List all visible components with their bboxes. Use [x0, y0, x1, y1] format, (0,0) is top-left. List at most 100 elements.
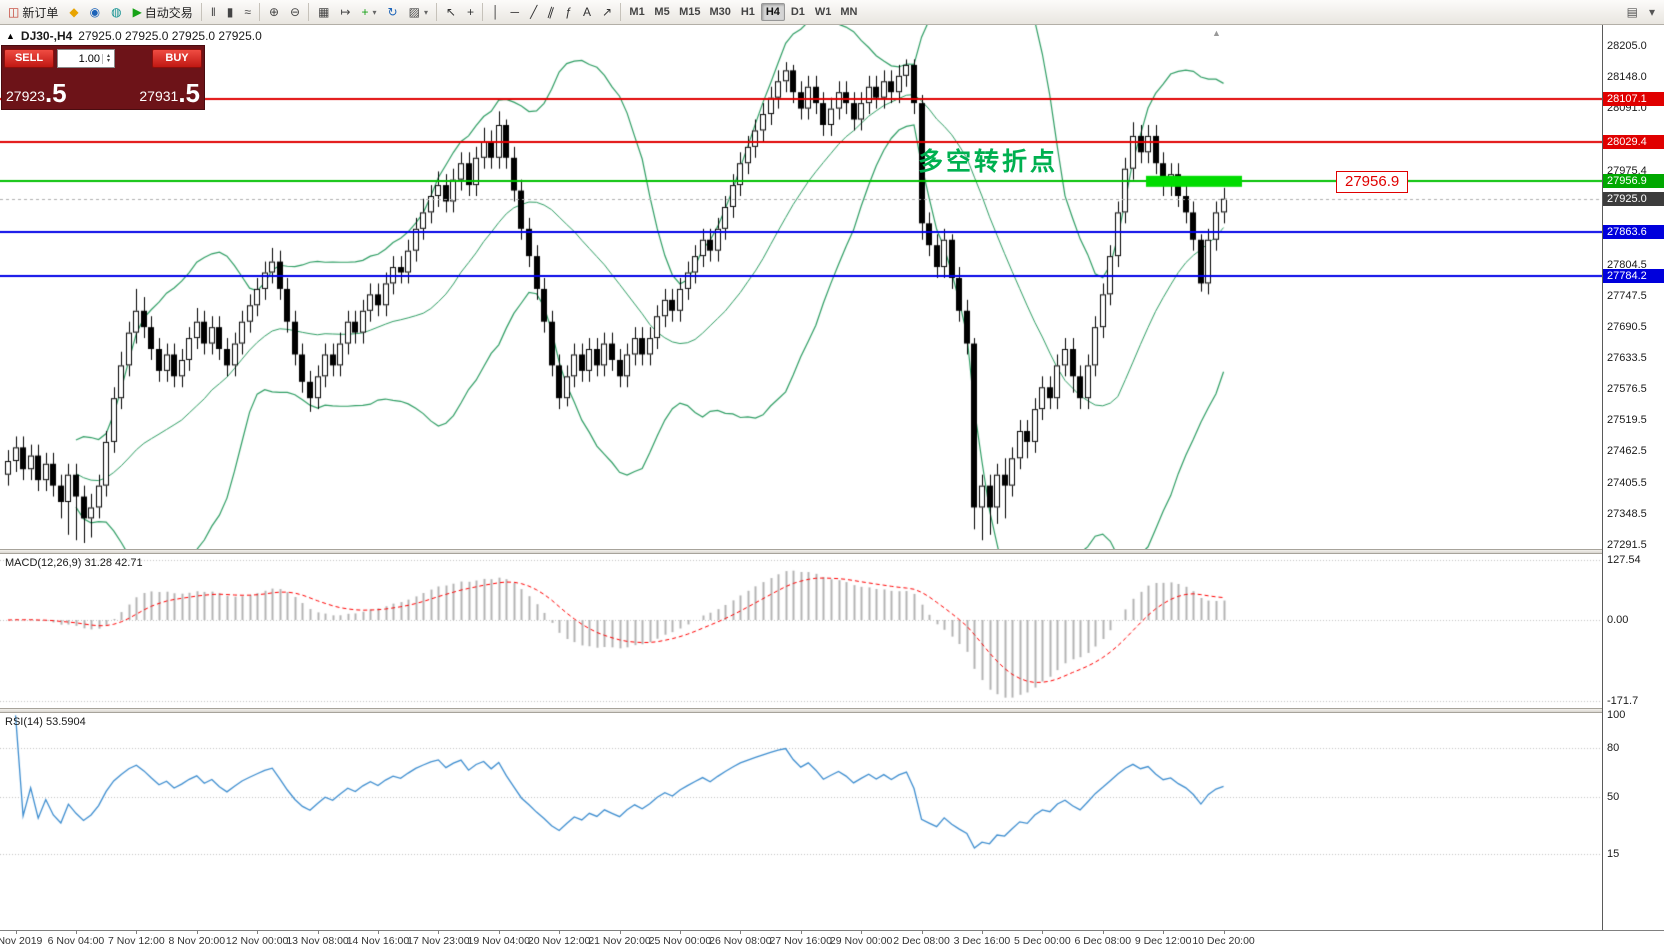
time-tick-mark [740, 931, 742, 934]
main-toolbar: ◫ 新订单 ◆ ◉ ◍ ▶ 自动交易 ‖ ▮ ≈ ⊕ ⊖ ▦ ↦ + ▾ ↻ ▨ ▾ ↖ + │ ─ ╱ ∥ ƒ A ↗ M1 M5 M15… [0, 0, 1664, 25]
volume-input[interactable]: 1.00 ▴ ▾ [57, 49, 115, 68]
timeframe-toolbar: M1 M5 M15 M30 H1 H4 D1 W1 MN [624, 3, 861, 21]
volume-value: 1.00 [78, 52, 100, 65]
timeframe-m1[interactable]: M1 [629, 6, 645, 18]
time-label: 12 Nov 00:00 [225, 935, 289, 947]
candlestick-chart-icon: ▮ [226, 5, 234, 19]
time-label: 19 Nov 04:00 [467, 935, 530, 947]
toolbar-separator [308, 3, 310, 21]
zoom-out-button[interactable]: ⊖ [285, 2, 305, 22]
sell-price-frac: .5 [44, 78, 67, 108]
time-label: 20 Nov 12:00 [527, 935, 591, 947]
new-order-button[interactable]: ◫ 新订单 [3, 2, 63, 22]
refresh-button[interactable]: ↻ [383, 2, 403, 22]
timeframe-m15[interactable]: M15 [679, 6, 701, 18]
price-tick-label: 27804.5 [1607, 258, 1647, 271]
arrows-icon: ↗ [602, 5, 613, 19]
main-chart-canvas[interactable] [0, 25, 1602, 549]
time-label: 13 Nov 08:00 [286, 935, 349, 947]
macd-axis-label: -171.7 [1607, 694, 1639, 707]
time-tick-mark [438, 931, 440, 934]
market-icon: ◍ [111, 5, 122, 19]
crosshair-button[interactable]: + [462, 2, 479, 22]
spinner-up-icon[interactable]: ▴ [106, 52, 110, 59]
cursor-button[interactable]: ↖ [441, 2, 461, 22]
chart-shift-button[interactable]: ↦ [335, 2, 355, 22]
vertical-line-icon: │ [492, 5, 500, 19]
price-badge-27956.9: 27956.9 [1603, 174, 1664, 189]
price-tick-label: 27348.5 [1607, 507, 1647, 520]
time-label: 8 Nov 20:00 [168, 935, 226, 947]
toolbar-separator [258, 3, 260, 21]
channel-button[interactable]: ∥ [543, 2, 559, 22]
vertical-line-button[interactable]: │ [487, 2, 505, 22]
price-badge-28107.1: 28107.1 [1603, 92, 1664, 107]
price-tick-label: 27462.5 [1607, 445, 1647, 458]
time-tick-mark [1223, 931, 1225, 934]
autotrading-button[interactable]: ▶ 自动交易 [128, 2, 198, 22]
volume-spinner[interactable]: ▴ ▾ [102, 52, 114, 64]
tile-windows-icon: ▦ [318, 5, 330, 19]
tile-windows-button[interactable]: ▦ [313, 2, 334, 22]
fibonacci-icon: ƒ [565, 5, 572, 19]
mql5-button[interactable]: ◆ [64, 2, 83, 22]
time-label: 3 Dec 16:00 [953, 935, 1011, 947]
macd-indicator-label: MACD(12,26,9) 31.28 42.71 [5, 557, 143, 569]
price-tick-label: 27633.5 [1607, 352, 1647, 365]
templates-button[interactable]: ▨ ▾ [404, 2, 433, 22]
buy-price[interactable]: 27931 .5 [139, 80, 200, 106]
timeframe-w1[interactable]: W1 [814, 6, 832, 18]
trendline-button[interactable]: ╱ [525, 2, 542, 22]
horizontal-line-button[interactable]: ─ [506, 2, 525, 22]
channel-icon: ∥ [546, 4, 557, 20]
text-button[interactable]: A [578, 2, 596, 22]
timeframe-h1[interactable]: H1 [740, 6, 755, 18]
fibonacci-button[interactable]: ƒ [560, 2, 577, 22]
spinner-down-icon[interactable]: ▾ [106, 57, 110, 64]
timeframe-h4[interactable]: H4 [760, 3, 785, 21]
window-list-button[interactable]: ▤ [1622, 2, 1643, 22]
price-callout-box: 27956.9 [1336, 171, 1409, 193]
toolbar-separator [482, 3, 484, 21]
arrows-button[interactable]: ↗ [597, 2, 617, 22]
sell-price[interactable]: 27923 .5 [6, 78, 67, 108]
sell-price-main: 27923 [6, 88, 45, 104]
timeframe-m30[interactable]: M30 [709, 6, 731, 18]
cursor-icon: ↖ [445, 5, 457, 19]
timeframe-d1[interactable]: D1 [790, 6, 805, 18]
line-chart-button[interactable]: ≈ [239, 2, 256, 22]
rsi-panel-canvas[interactable] [0, 713, 1602, 930]
trendline-icon: ╱ [530, 5, 538, 19]
macd-axis-label: 0.00 [1607, 614, 1629, 626]
time-label: 26 Nov 08:00 [709, 935, 772, 947]
price-tick-label: 27975.4 [1607, 165, 1647, 178]
time-label: 9 Dec 12:00 [1134, 935, 1192, 947]
rsi-axis-label: 80 [1607, 742, 1620, 754]
timeframe-m5[interactable]: M5 [654, 6, 670, 18]
time-tick-mark [498, 931, 500, 934]
market-button[interactable]: ◍ [106, 2, 126, 22]
community-button[interactable]: ◉ [85, 2, 105, 22]
time-tick-mark [377, 931, 379, 934]
price-axis[interactable]: 28205.0 28148.0 28091.0 27975.4 27804.5 27747… [1602, 25, 1664, 930]
new-chart-button[interactable]: + ▾ [357, 2, 382, 22]
macd-panel-canvas[interactable] [0, 554, 1602, 708]
panel-splitter-rsi[interactable] [0, 708, 1664, 713]
templates-icon: ▨ [408, 5, 420, 19]
price-tick-label: 27519.5 [1607, 414, 1647, 427]
time-label: 7 Nov 12:00 [108, 935, 165, 947]
price-badge-27784.2: 27784.2 [1603, 268, 1664, 283]
sell-button[interactable]: SELL [4, 49, 54, 68]
price-badge-28029.4: 28029.4 [1603, 134, 1664, 149]
time-axis[interactable]: 5 Nov 2019 6 Nov 04:007 Nov 12:008 Nov 20… [0, 930, 1664, 951]
time-label: 6 Dec 08:00 [1074, 935, 1132, 947]
timeframe-mn[interactable]: MN [840, 6, 858, 18]
candlestick-chart-button[interactable]: ▮ [222, 2, 239, 22]
buy-button[interactable]: BUY [152, 49, 202, 68]
time-tick-mark [861, 931, 863, 934]
zoom-in-button[interactable]: ⊕ [264, 2, 284, 22]
bar-chart-button[interactable]: ‖ [206, 2, 221, 22]
panel-splitter-macd[interactable] [0, 549, 1664, 554]
toolbar-options-button[interactable]: ▾ [1644, 2, 1660, 22]
